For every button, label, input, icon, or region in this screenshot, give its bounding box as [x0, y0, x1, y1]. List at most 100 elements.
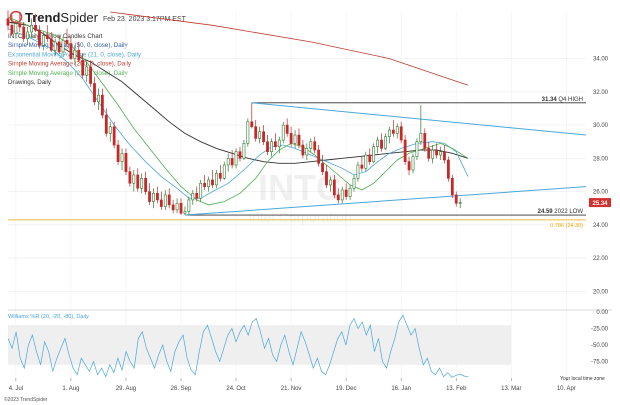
candle-body [18, 23, 22, 28]
candle-body [380, 139, 383, 149]
legend-entry: Drawings, Daily [8, 79, 52, 86]
x-tick-label: 10. Apr [557, 386, 576, 392]
x-tick-label: 29. Aug [116, 386, 136, 392]
candle-body [159, 199, 163, 207]
candle-body [6, 18, 10, 26]
candle-body [348, 187, 352, 197]
candle-body [226, 158, 230, 166]
candle-body [384, 136, 387, 149]
candle-body [443, 151, 446, 161]
watermark: INTC Intel Corporation [248, 167, 352, 225]
x-tick-label: 4. Jul [9, 386, 23, 392]
wr-legend: Williams %R (20, -20, -80), Daily [8, 314, 89, 320]
candle-body [258, 131, 262, 139]
legend-entry: Simple Moving Average (200, 0, close), D… [8, 61, 132, 68]
x-tick-label: 19. Dec [336, 386, 357, 392]
fib-label: 0.786 (24.30) [550, 223, 583, 229]
candle-body [403, 139, 407, 162]
candle-body [238, 151, 242, 159]
candle-body [305, 148, 309, 156]
candle-body [183, 211, 187, 214]
wr-line [7, 314, 469, 378]
candle-body [195, 192, 199, 199]
candle-body [207, 179, 210, 187]
series-line [110, 11, 469, 86]
candle-body [124, 153, 128, 172]
candle-body [187, 199, 191, 212]
candle-body [97, 94, 100, 103]
x-tick-label: 13. Feb [446, 386, 467, 392]
candle-body [435, 149, 438, 156]
candle-body [352, 177, 356, 189]
candle-body [246, 121, 250, 144]
candle-body [439, 151, 442, 156]
grid [8, 12, 612, 378]
candle-body [30, 25, 33, 33]
level-value: 31.34 [542, 97, 558, 103]
candle-body [179, 202, 183, 214]
candle-body [446, 159, 450, 179]
x-tick-label: 26. Sep [171, 386, 192, 392]
candle-body [167, 194, 171, 206]
last-price-box [589, 198, 611, 208]
candle-body [364, 154, 368, 169]
legend-entry: INTC, Daily, Hollow Candles Chart [8, 33, 103, 40]
candle-body [293, 134, 297, 144]
y-tick-label: 26.00 [593, 190, 609, 196]
candle-body [454, 194, 458, 204]
candle-body [266, 141, 269, 152]
candle-body [391, 129, 395, 134]
candle-body [128, 171, 132, 184]
candle-body [317, 149, 321, 164]
candle-body [34, 25, 37, 31]
x-tick-label: 16. Jan [391, 386, 411, 392]
candle-body [163, 194, 167, 207]
candle-body [214, 173, 218, 186]
candle-body [360, 164, 364, 169]
candle-body [116, 144, 120, 162]
candle-body [100, 94, 104, 116]
candle-body [38, 29, 41, 46]
timezone-note: Your local time zone [560, 376, 605, 382]
candle-body [140, 177, 144, 189]
y-tick-label: 30.00 [593, 123, 609, 129]
candle-body [250, 121, 254, 128]
x-tick-label: 24. Oct [226, 386, 246, 392]
candle-body [85, 66, 89, 76]
candle-body [419, 133, 423, 143]
candle-body [191, 192, 195, 201]
x-tick-label: 13. Mar [501, 386, 521, 392]
x-tick-label: 21. Nov [281, 386, 302, 392]
y-tick-label: 32.00 [593, 90, 609, 96]
candle-body [368, 154, 372, 162]
candle-body [104, 114, 108, 134]
candle-body [41, 34, 45, 46]
level-label: 24.59 2022 LOW [538, 209, 584, 215]
price-axis: 20.00 22.00 24.00 26.00 28.00 30.00 32.00 34.00 [593, 57, 609, 296]
trendline [251, 102, 587, 136]
moving-averages [7, 11, 469, 206]
candle-body [254, 126, 258, 139]
candle-body [356, 164, 360, 179]
candle-body [313, 141, 317, 151]
wr-tick-label: -75.00 [591, 360, 609, 366]
candle-body [81, 59, 85, 76]
y-tick-label: 34.00 [593, 57, 609, 63]
candle-body [277, 139, 281, 147]
candle-body [93, 83, 96, 103]
candle-body [136, 174, 140, 189]
candle-body [458, 202, 462, 204]
candle-body [144, 177, 148, 192]
candle-body [325, 171, 328, 186]
candle-body [395, 126, 399, 134]
candle-body [431, 149, 435, 159]
x-tick-label: 1. Aug [62, 386, 79, 392]
level-note: Q4 HIGH [557, 97, 583, 103]
candle-body [175, 202, 179, 211]
candle-body [372, 146, 376, 162]
candle-body [388, 129, 391, 138]
candle-body [376, 139, 380, 147]
candle-body [14, 23, 18, 34]
candle-body [156, 192, 159, 201]
